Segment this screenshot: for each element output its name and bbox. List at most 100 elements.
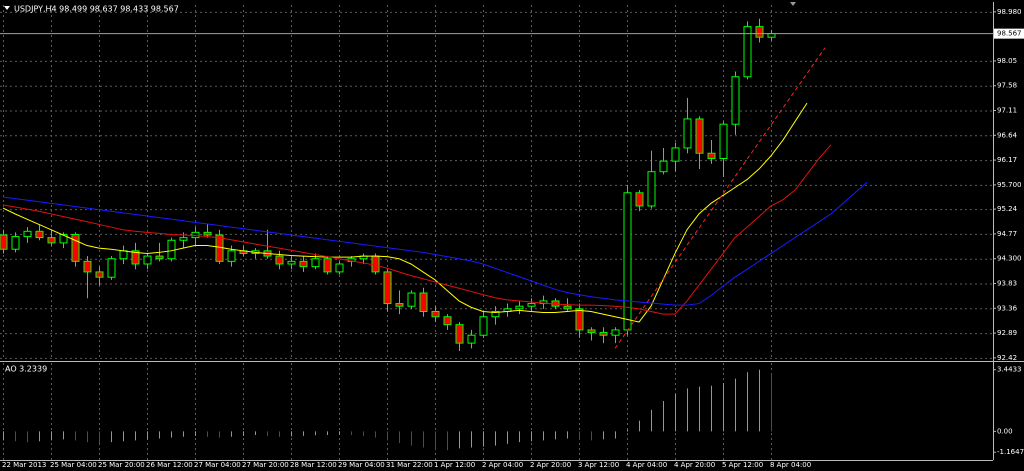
- x-tick-label: 25 Mar 20:00: [98, 461, 145, 469]
- current-price-tag: [994, 28, 1024, 39]
- candle-body: [0, 234, 8, 250]
- trend-line: [614, 47, 826, 349]
- candle-body: [179, 237, 188, 241]
- y-tick-label: 95.24: [997, 205, 1018, 213]
- candle-body: [383, 271, 392, 305]
- candle-body: [59, 233, 68, 244]
- candle-body: [167, 239, 176, 260]
- candle-body: [431, 310, 440, 318]
- y-tick-label: 92.42: [997, 354, 1017, 362]
- shift-marker: [790, 2, 796, 6]
- grid-layer: [0, 5, 993, 460]
- y-tick-label: 96.17: [997, 156, 1017, 164]
- x-tick-label: 28 Mar 12:00: [290, 461, 337, 469]
- x-tick-label: 2 Apr 20:00: [530, 461, 571, 469]
- candle-body: [479, 316, 488, 336]
- candle-body: [719, 123, 728, 159]
- candle-body: [527, 303, 536, 307]
- indicator-title: AO 3.2339: [5, 365, 47, 374]
- candle-body: [743, 26, 752, 78]
- x-tick-label: 31 Mar 22:00: [386, 461, 433, 469]
- chart-title: USDJPY,H4 98.499 98.637 98.433 98.567: [14, 5, 179, 14]
- current-price-label: 98.567: [997, 30, 1022, 38]
- candle-body: [11, 236, 20, 250]
- x-tick-label: 8 Apr 04:00: [770, 461, 811, 469]
- candle-body: [443, 316, 452, 326]
- candle-body: [515, 305, 524, 310]
- moving-average: [2, 144, 832, 315]
- moving-average: [2, 102, 808, 323]
- candle-body: [323, 258, 332, 273]
- y-tick-label: 95.700: [997, 181, 1022, 189]
- mark-layer: [0, 18, 993, 451]
- candle-body: [563, 305, 572, 310]
- candle-body: [671, 147, 680, 162]
- candle-body: [95, 271, 104, 278]
- candle-body: [467, 334, 476, 344]
- x-tick-label: 4 Apr 04:00: [626, 461, 667, 469]
- x-tick-label: 4 Apr 20:00: [674, 461, 715, 469]
- candle-body: [491, 310, 500, 318]
- y-tick-label: 92.89: [997, 329, 1017, 337]
- candle-body: [335, 263, 344, 273]
- candle-body: [647, 171, 656, 207]
- candle-body: [455, 324, 464, 344]
- candle-body: [299, 260, 308, 268]
- candle-body: [599, 332, 608, 336]
- y-tick-label: 3.4433: [997, 366, 1022, 374]
- candle-body: [575, 308, 584, 331]
- candle-body: [311, 258, 320, 268]
- candle-body: [635, 192, 644, 207]
- candle-body: [71, 233, 80, 262]
- candle-body: [131, 250, 140, 265]
- x-tick-label: 25 Mar 04:00: [50, 461, 97, 469]
- candle-body: [155, 255, 164, 260]
- x-tick-label: 3 Apr 12:00: [578, 461, 619, 469]
- candle-body: [611, 329, 620, 336]
- menu-arrow[interactable]: [4, 6, 10, 10]
- x-tick-label: 2 Apr 04:00: [482, 461, 523, 469]
- y-tick-label: 94.300: [997, 255, 1022, 263]
- candle-body: [371, 255, 380, 273]
- x-tick-label: 26 Mar 12:00: [146, 461, 193, 469]
- candle-body: [755, 26, 764, 38]
- x-tick-label: 29 Mar 04:00: [338, 461, 385, 469]
- x-tick-label: 27 Mar 04:00: [194, 461, 241, 469]
- candle-body: [35, 230, 44, 239]
- candle-body: [203, 231, 212, 236]
- y-tick-label: 0.00: [997, 427, 1013, 435]
- x-tick-label: 5 Apr 12:00: [722, 461, 763, 469]
- y-tick-label: 98.05: [997, 57, 1017, 65]
- candle-body: [23, 230, 32, 238]
- candle-body: [683, 118, 692, 149]
- y-tick-label: 98.980: [997, 8, 1022, 16]
- candle-body: [107, 258, 116, 278]
- candle-body: [83, 260, 92, 273]
- candle-body: [659, 160, 668, 173]
- candle-body: [707, 152, 716, 159]
- y-tick-label: 97.11: [997, 106, 1017, 114]
- candle-body: [731, 76, 740, 125]
- candle-body: [623, 192, 632, 331]
- y-tick-label: 96.64: [997, 131, 1018, 139]
- candle-body: [695, 118, 704, 154]
- candle-body: [227, 250, 236, 262]
- candle-body: [119, 250, 128, 260]
- candle-body: [287, 260, 296, 265]
- x-tick-label: 1 Apr 12:00: [434, 461, 475, 469]
- candle-body: [767, 33, 776, 38]
- candle-body: [395, 303, 404, 307]
- candle-body: [275, 255, 284, 265]
- y-tick-label: 94.77: [997, 230, 1017, 238]
- x-tick-label: 22 Mar 2013: [2, 461, 46, 469]
- candle-body: [143, 255, 152, 265]
- y-tick-label: 93.83: [997, 280, 1017, 288]
- moving-average: [2, 181, 868, 306]
- candle-body: [407, 292, 416, 307]
- candle-body: [419, 292, 428, 312]
- y-tick-label: -1.1647: [997, 448, 1024, 456]
- y-tick-label: 93.36: [997, 304, 1018, 312]
- y-tick-label: 97.58: [997, 82, 1017, 90]
